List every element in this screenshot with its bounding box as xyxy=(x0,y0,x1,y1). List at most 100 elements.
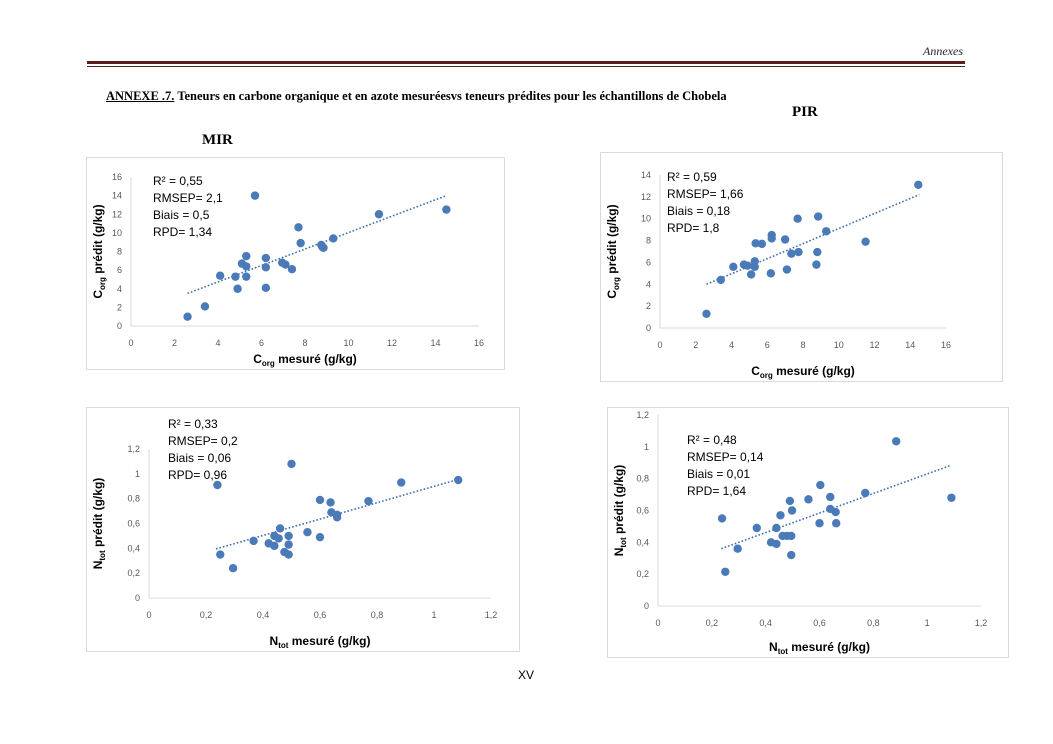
y-tick-label: 8 xyxy=(117,247,122,257)
y-tick-label: 0 xyxy=(117,321,122,331)
data-point xyxy=(183,312,192,321)
x-tick-label: 1,2 xyxy=(485,610,498,620)
x-tick-label: 0,8 xyxy=(371,610,384,620)
y-tick-label: 0,2 xyxy=(636,569,649,579)
x-axis-title: Ntot mesuré (g/kg) xyxy=(769,640,870,656)
stat-line: R² = 0,55 xyxy=(153,174,203,188)
y-tick-label: 6 xyxy=(117,265,122,275)
scatter-plot: 0 0,2 0,4 0,6 0,8 1 1,2 0 0,2 0,4 0,6 0,8 1 1,2 R² = 0… xyxy=(612,410,988,656)
x-axis-title: Ntot mesuré (g/kg) xyxy=(270,634,371,650)
y-tick-label: 0,8 xyxy=(636,474,649,484)
data-point xyxy=(717,514,727,523)
data-point xyxy=(776,511,785,520)
y-tick-label: 0,4 xyxy=(127,543,140,553)
data-point xyxy=(787,249,796,258)
y-tick-label: 0,4 xyxy=(636,537,649,547)
y-tick-label: 0,8 xyxy=(127,494,140,504)
data-point xyxy=(804,495,813,504)
annex-label: ANNEXE .7. xyxy=(106,89,175,103)
x-tick-label: 10 xyxy=(343,338,353,348)
data-point xyxy=(813,247,822,257)
data-point xyxy=(200,302,210,311)
data-point xyxy=(261,253,271,263)
data-point xyxy=(213,480,222,490)
section-label-pir: PIR xyxy=(792,104,818,120)
x-tick-label: 0 xyxy=(128,338,133,348)
stat-line: RMSEP= 0,14 xyxy=(687,450,764,464)
x-tick-label: 0 xyxy=(146,610,151,620)
stat-line: R² = 0,48 xyxy=(687,433,737,447)
data-point xyxy=(270,541,279,551)
y-tick-label: 0,6 xyxy=(127,519,140,529)
data-point xyxy=(815,519,824,528)
stat-line: RMSEP= 1,66 xyxy=(667,187,744,201)
data-point xyxy=(794,247,803,257)
chart-corg-mir: 0 2 4 6 8 10 12 14 16 0 2 4 6 8 10 12 14 16 R² = 0,55 RMSEP… xyxy=(86,157,505,370)
data-point xyxy=(787,531,796,541)
x-tick-label: 6 xyxy=(259,338,264,348)
x-tick-label: 16 xyxy=(941,340,951,350)
x-tick-label: 8 xyxy=(800,340,805,350)
scatter-plot: 0 2 4 6 8 10 12 14 16 0 2 4 6 8 10 12 14 16 R² = 0,55 RMSEP… xyxy=(91,172,484,368)
data-point xyxy=(287,459,296,469)
x-tick-label: 1 xyxy=(925,618,930,628)
data-point xyxy=(242,272,251,281)
data-point xyxy=(787,550,796,560)
data-point xyxy=(242,251,251,261)
data-point xyxy=(772,539,781,549)
data-point xyxy=(914,180,923,190)
x-tick-label: 0,4 xyxy=(257,610,270,620)
trendline xyxy=(720,464,952,550)
header-rule-thin xyxy=(87,66,965,67)
data-point xyxy=(751,239,760,248)
y-axis-title: Corg prédit (g/kg) xyxy=(605,204,621,298)
data-point xyxy=(326,498,335,507)
data-point xyxy=(284,550,293,559)
data-point xyxy=(782,265,792,274)
data-point xyxy=(233,284,242,293)
data-point xyxy=(442,205,451,214)
y-tick-label: 0 xyxy=(644,601,649,611)
data-point xyxy=(772,523,781,533)
data-point xyxy=(813,212,823,221)
stat-line: RMSEP= 0,2 xyxy=(168,434,238,448)
data-point xyxy=(750,262,759,271)
y-tick-label: 4 xyxy=(646,279,651,289)
data-point xyxy=(861,488,870,498)
stat-line: RPD= 1,64 xyxy=(687,484,746,498)
x-tick-label: 0,8 xyxy=(867,618,880,628)
data-point xyxy=(861,237,870,246)
data-point xyxy=(215,271,225,280)
data-point xyxy=(746,270,756,279)
y-tick-label: 1,2 xyxy=(636,410,649,420)
y-tick-label: 12 xyxy=(641,192,651,202)
y-axis-title: Ntot prédit (g/kg) xyxy=(612,465,628,557)
data-point xyxy=(757,239,767,249)
chart-ntot-mir: 0 0,2 0,4 0,6 0,8 1 1,2 0 0,2 0,4 0,6 0,8 1 1,2 R² = 0… xyxy=(86,407,520,652)
data-point xyxy=(454,475,463,485)
page-number: XV xyxy=(518,668,535,682)
data-point xyxy=(228,564,238,573)
y-tick-label: 2 xyxy=(117,302,122,312)
stat-line: RPD= 0,96 xyxy=(168,468,227,482)
x-tick-label: 14 xyxy=(905,340,915,350)
annex-title-text: Teneurs en carbone organique et en azote… xyxy=(174,89,727,103)
data-point xyxy=(702,309,711,318)
x-tick-label: 4 xyxy=(215,338,220,348)
data-point xyxy=(743,261,752,270)
stat-line: Biais = 0,18 xyxy=(667,204,730,218)
y-tick-label: 0,6 xyxy=(636,506,649,516)
x-tick-label: 0 xyxy=(657,340,662,350)
data-point xyxy=(787,506,797,515)
data-point xyxy=(766,269,776,278)
data-point xyxy=(332,513,342,522)
annex-title: ANNEXE .7. Teneurs en carbone organique … xyxy=(106,89,727,104)
data-point xyxy=(294,223,303,232)
x-tick-label: 1,2 xyxy=(975,618,988,628)
data-point xyxy=(826,492,835,502)
running-head: Annexes xyxy=(923,44,963,58)
data-point xyxy=(812,260,821,269)
data-point xyxy=(275,524,285,533)
x-tick-label: 0,4 xyxy=(759,618,772,628)
y-tick-label: 0 xyxy=(646,323,651,333)
